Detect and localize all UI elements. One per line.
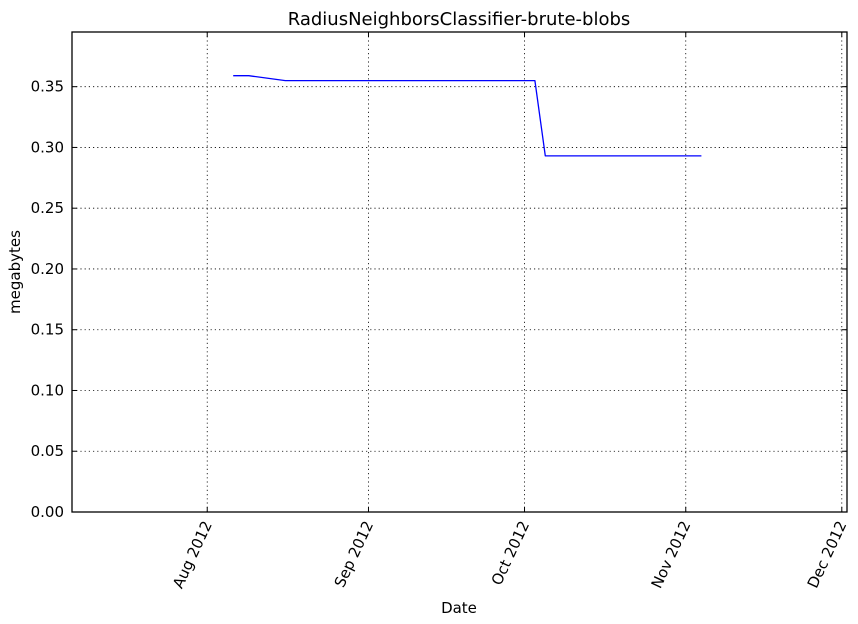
tick-marks [72, 32, 847, 513]
chart-title: RadiusNeighborsClassifier-brute-blobs [288, 9, 631, 30]
plot-frame [71, 31, 848, 513]
y-tick-label: 0.20 [31, 260, 64, 278]
y-axis-label: megabytes [6, 230, 24, 314]
y-tick-label: 0.15 [31, 321, 64, 339]
y-tick-label: 0.00 [31, 503, 64, 521]
y-tick-label: 0.10 [31, 381, 64, 399]
grid-lines [72, 32, 847, 512]
y-tick-label: 0.25 [31, 199, 64, 217]
series-layer [233, 75, 702, 157]
series-line [233, 75, 702, 157]
y-tick-label: 0.05 [31, 442, 64, 460]
y-tick-label: 0.35 [31, 78, 64, 96]
y-tick-label: 0.30 [31, 138, 64, 156]
x-axis-label: Date [441, 599, 477, 617]
y-tick-labels: 0.00 0.05 0.10 0.15 0.20 0.25 0.30 0.35 [31, 78, 64, 521]
